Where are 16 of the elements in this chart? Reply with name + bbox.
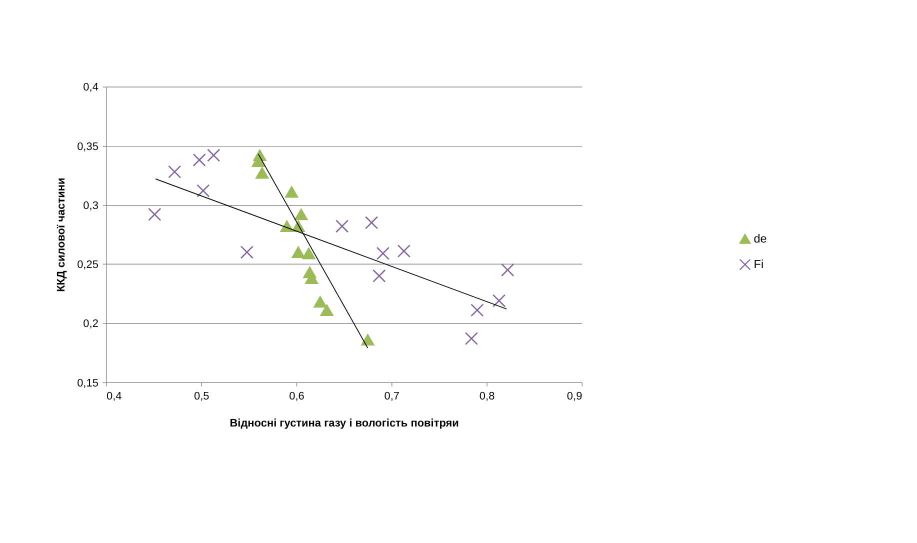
y-tick-label: 0,2	[83, 318, 98, 330]
x-tick-label: 0,8	[479, 390, 495, 403]
x-axis-title: Відносні густина газу і вологість повітряи	[230, 418, 459, 430]
x-tick-label: 0,5	[194, 390, 210, 403]
x-tick-label: 0,9	[566, 390, 582, 403]
x-tick-label: 0,7	[384, 390, 400, 403]
y-tick-label: 0,35	[77, 140, 98, 153]
x-tick-label: 0,4	[106, 390, 122, 403]
y-tick-label: 0,4	[83, 82, 98, 94]
legend-label: de	[754, 232, 767, 246]
y-axis-title: ККД силової частини	[56, 178, 68, 292]
legend-label: Fi	[754, 258, 764, 272]
x-tick-label: 0,6	[289, 390, 304, 403]
y-tick-label: 0,25	[77, 259, 98, 272]
y-tick-label: 0,15	[77, 377, 98, 390]
y-tick-label: 0,3	[83, 200, 98, 212]
